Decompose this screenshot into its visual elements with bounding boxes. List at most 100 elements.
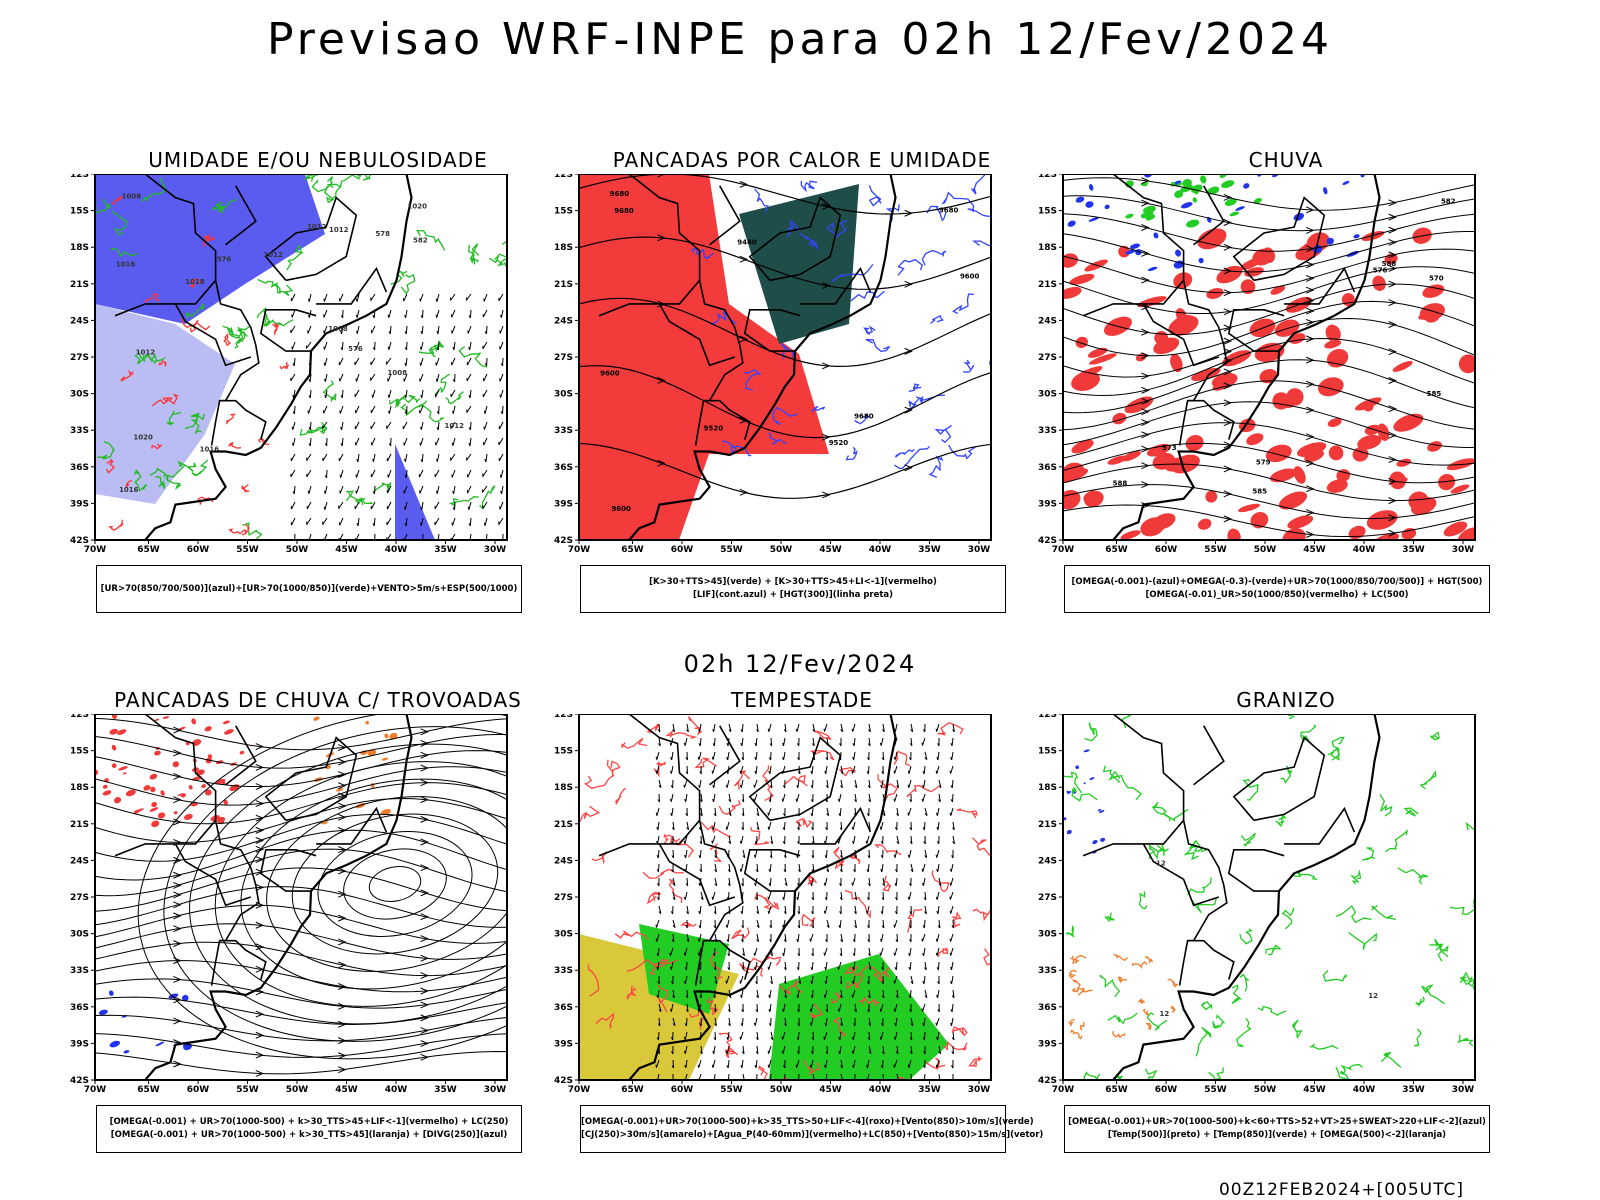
border-line (1227, 849, 1285, 892)
lat-tick-label: 36S (1038, 1003, 1057, 1013)
coastline (144, 714, 413, 1080)
lon-tick-label: 30W (484, 1085, 507, 1095)
legend-box: [OMEGA(-0.001)+UR>70(1000-500)+k>35_TTS>… (580, 1105, 1043, 1153)
border-line (210, 399, 267, 446)
contour-label: 1016 (119, 486, 139, 494)
lon-tick-label: 40W (385, 545, 408, 555)
legend-line-1: [UR>70(850/700/500)](azul)+[UR>70(1000/8… (100, 583, 518, 594)
border-line (316, 806, 388, 845)
lat-tick-label: 24S (70, 316, 89, 326)
lat-tick-label: 42S (554, 1076, 573, 1086)
contour-label: 573 (1162, 444, 1177, 452)
lon-tick-label: 35W (1402, 1085, 1425, 1095)
lon-tick-label: 70W (568, 1085, 591, 1095)
contour-label: 1008 (328, 325, 348, 333)
legend-box: [K>30+TTS>45](verde) + [K>30+TTS>45+LI<-… (580, 565, 1006, 613)
lon-tick-label: 35W (918, 1085, 941, 1095)
lat-tick-label: 21S (554, 820, 573, 830)
lat-tick-label: 24S (1038, 316, 1057, 326)
lat-tick-label: 12S (70, 174, 89, 180)
border-line (114, 303, 176, 317)
lon-tick-label: 40W (1353, 545, 1376, 555)
lat-tick-label: 36S (70, 1003, 89, 1013)
border-line (628, 174, 701, 305)
coastline (628, 714, 897, 1080)
lat-tick-label: 21S (70, 280, 89, 290)
panel-granizo: GRANIZO 12 12 12 12S 15S 18S 21S 24S 27S 30S 33S 36… (1036, 688, 1536, 1178)
contour-label: 1012 (329, 226, 349, 234)
lon-tick-label: 65W (1105, 1085, 1128, 1095)
lon-tick-label: 45W (819, 545, 842, 555)
lat-tick-label: 42S (70, 536, 89, 546)
lat-tick-label: 21S (1038, 820, 1057, 830)
panel-trovoadas: PANCADAS DE CHUVA C/ TROVOADAS 12S 15S 18S… (68, 688, 568, 1178)
contour-label: 12 (1156, 859, 1166, 867)
lat-tick-label: 30S (1038, 390, 1057, 400)
lon-tick-label: 65W (1105, 545, 1128, 555)
contour-label: 1020 (408, 202, 428, 210)
lon-tick-label: 45W (335, 545, 358, 555)
lon-tick-label: 45W (1303, 1085, 1326, 1095)
contour-label: 9680 (939, 206, 959, 214)
lat-tick-label: 33S (70, 966, 89, 976)
lat-tick-label: 42S (70, 1076, 89, 1086)
lon-tick-label: 50W (1254, 1085, 1277, 1095)
border-line (598, 843, 660, 857)
border-line (114, 843, 176, 857)
lon-tick-label: 70W (1052, 545, 1075, 555)
lat-tick-label: 18S (1038, 783, 1057, 793)
lon-tick-label: 50W (1254, 545, 1277, 555)
lat-tick-label: 30S (554, 930, 573, 940)
lat-tick-label: 27S (554, 893, 573, 903)
lat-tick-label: 39S (554, 499, 573, 509)
contour-label: 579 (1256, 458, 1271, 466)
lat-tick-label: 27S (1038, 353, 1057, 363)
lon-tick-label: 45W (335, 1085, 358, 1095)
border-line (800, 266, 872, 305)
lat-tick-label: 18S (70, 783, 89, 793)
lat-tick-label: 30S (70, 390, 89, 400)
panel-chuva: CHUVA 588 588 585 585 576 573 570 582 579 12S 15S 1… (1036, 148, 1536, 638)
lon-tick-label: 50W (770, 1085, 793, 1095)
lat-tick-label: 27S (70, 893, 89, 903)
contour-label: 1020 (133, 434, 153, 442)
border-line (1193, 185, 1225, 246)
coastline (1112, 714, 1381, 1080)
border-line (316, 266, 388, 305)
border-line (225, 185, 257, 246)
border-line (210, 939, 267, 986)
lon-tick-label: 30W (968, 545, 991, 555)
border-line (1142, 303, 1220, 367)
border-line (144, 174, 217, 305)
border-line (658, 843, 736, 907)
coastline (628, 174, 897, 540)
lat-tick-label: 15S (554, 747, 573, 757)
border-line (174, 303, 252, 367)
lon-tick-label: 70W (1052, 1085, 1075, 1095)
lat-tick-label: 18S (70, 243, 89, 253)
lat-tick-label: 15S (1038, 747, 1057, 757)
contour-label: 9520 (704, 424, 724, 432)
panel-title: CHUVA (1248, 148, 1324, 172)
contour-label: 1012 (136, 349, 156, 357)
contour-label: 9680 (854, 413, 874, 421)
border-line (1112, 714, 1185, 845)
border-line (743, 849, 801, 892)
legend-line-1: [OMEGA(-0.001)+UR>70(1000-500)+k<60+TTS>… (1068, 1117, 1486, 1127)
contour-label: 9680 (614, 207, 634, 215)
lon-tick-label: 55W (236, 1085, 259, 1095)
lon-tick-label: 65W (621, 1085, 644, 1095)
contour-label: 9440 (737, 239, 757, 247)
lon-tick-label: 60W (671, 1085, 694, 1095)
lat-tick-label: 42S (1038, 536, 1057, 546)
lon-tick-label: 35W (1402, 545, 1425, 555)
contour-label: 1012 (445, 422, 465, 430)
lat-tick-label: 36S (1038, 463, 1057, 473)
lat-tick-label: 12S (1038, 174, 1057, 180)
lon-tick-label: 40W (869, 1085, 892, 1095)
contour-label: 12 (1368, 992, 1378, 1000)
contour-label: 1016 (116, 261, 136, 269)
contour-label: 585 (1427, 390, 1442, 398)
border-line (1232, 196, 1326, 282)
border-line (698, 280, 744, 402)
